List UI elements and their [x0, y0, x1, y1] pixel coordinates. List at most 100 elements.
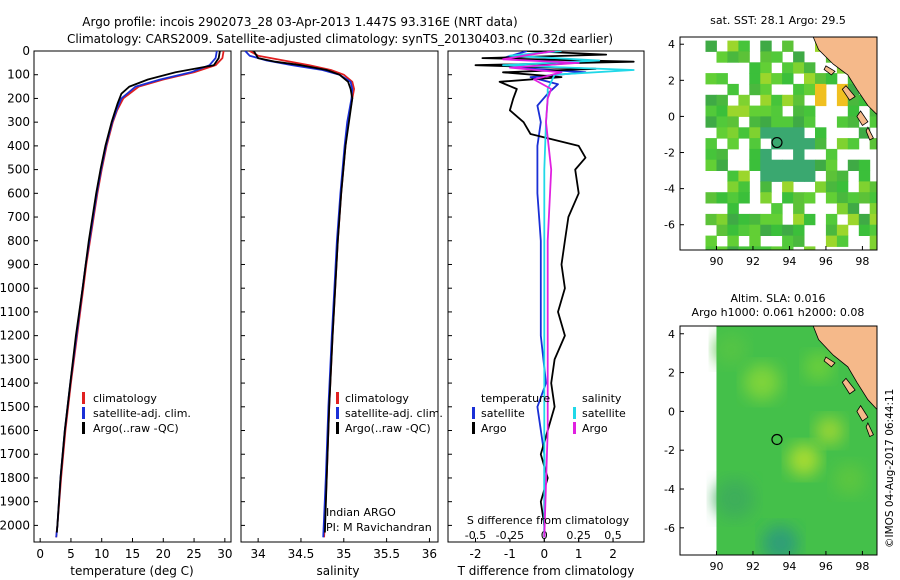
sst-cell	[738, 127, 750, 139]
x-tick-label: 35.5	[373, 547, 400, 561]
depth-tick-label: 800	[7, 234, 30, 248]
sst-cell	[782, 116, 794, 128]
sst-cell	[793, 170, 805, 182]
lat-tick-label: -2	[664, 444, 675, 457]
sst-cell	[716, 192, 728, 204]
depth-tick-label: 400	[7, 139, 30, 153]
legend-sal-argo-swatch	[573, 422, 576, 434]
sst-cell	[869, 116, 877, 128]
difference-legend: temperature satellite Argo salinity sate…	[472, 392, 626, 435]
sst-cell	[869, 213, 877, 226]
sst-cell	[705, 159, 717, 171]
sst-cell	[836, 170, 849, 182]
sumatra-land	[812, 37, 877, 116]
sst-cell	[727, 83, 739, 96]
sst-cell	[716, 246, 728, 250]
x-tick-label: 0	[36, 547, 44, 561]
island-land	[823, 356, 836, 368]
sst-cell	[793, 148, 805, 161]
sst-cell	[793, 83, 805, 96]
sst-cell	[738, 181, 750, 193]
sst-cell	[760, 40, 772, 52]
depth-tick-label: 1500	[0, 400, 30, 414]
sla-map-title: Altim. SLA: 0.016	[730, 292, 825, 305]
lon-tick-label: 96	[819, 560, 833, 573]
sst-cell	[727, 203, 739, 215]
sst-cell	[771, 138, 783, 150]
sst-cell	[782, 94, 794, 107]
x-tick-label: 2	[609, 547, 617, 561]
sst-cell	[793, 138, 805, 150]
sst-cell	[760, 170, 772, 182]
sst-cell	[727, 213, 739, 226]
legend-temp-argo-label: Argo	[481, 422, 507, 435]
lat-tick-label: 2	[668, 74, 675, 87]
temperature-series	[55, 51, 225, 538]
sst-cell	[793, 127, 805, 139]
legend-argo-swatch	[82, 422, 85, 434]
sst-cell	[847, 105, 860, 117]
sst-cell	[825, 192, 838, 204]
depth-tick-label: 1900	[0, 495, 30, 509]
x-tick-label: 36	[422, 547, 437, 561]
lat-tick-label: -4	[664, 183, 675, 196]
depth-tick-label: 600	[7, 186, 30, 200]
sla-anomaly-blob	[715, 333, 748, 366]
sst-cell	[804, 246, 816, 250]
sst-cell	[815, 127, 827, 139]
lat-tick-label: -6	[664, 219, 675, 232]
temperature-xlabel: temperature (deg C)	[70, 564, 193, 578]
sst-cell	[869, 224, 877, 236]
legend-climatology-label: climatology	[345, 392, 409, 405]
lon-tick-label: 98	[855, 255, 869, 268]
sst-cell	[847, 94, 860, 107]
lon-tick-label: 90	[709, 255, 723, 268]
sst-cell	[825, 148, 838, 161]
depth-tick-label: 900	[7, 257, 30, 271]
depth-tick-label: 300	[7, 115, 30, 129]
sst-cell	[782, 170, 794, 182]
sst-cell	[760, 51, 772, 63]
difference-panel: -2 -1 0 1 2 -0.5 -0.25 0 0.25 0.5 S difference f…	[447, 50, 645, 578]
sst-cell	[760, 83, 772, 96]
sst-cell	[727, 246, 739, 250]
sst-cell	[760, 62, 772, 74]
island-land	[856, 110, 869, 126]
sst-cell	[836, 181, 849, 193]
salinity-legend: climatology satellite-adj. clim. Argo(..…	[336, 392, 443, 435]
sst-cell	[760, 127, 772, 139]
sst-cell	[705, 235, 717, 247]
sst-cell	[793, 51, 805, 63]
lat-tick-label: 2	[668, 367, 675, 380]
sst-map-content	[705, 37, 877, 250]
sst-cell	[804, 159, 816, 171]
lon-tick-label: 90	[709, 560, 723, 573]
sst-cell	[804, 62, 816, 74]
sst-cell	[847, 83, 860, 96]
sst-cell	[738, 213, 750, 226]
sst-cell	[760, 246, 772, 250]
island-land	[823, 65, 836, 76]
legend-satellite-label: satellite-adj. clim.	[345, 407, 443, 420]
sst-cell	[749, 246, 761, 250]
series-line-argo-raw-qc-	[253, 51, 354, 533]
sst-cell	[771, 170, 783, 182]
sla-anomaly-blob	[714, 478, 755, 519]
sla-anomaly-blob	[762, 525, 799, 555]
sst-cell	[749, 127, 761, 139]
sst-cell	[858, 224, 871, 236]
x-tick-label: 34	[250, 547, 265, 561]
sst-cell	[749, 224, 761, 236]
sst-cell	[749, 62, 761, 74]
salinity-series	[244, 51, 356, 538]
depth-tick-label: 1200	[0, 329, 30, 343]
sst-cell	[760, 116, 772, 128]
legend-temp-satellite-label: satellite	[481, 407, 525, 420]
sla-map-lon-ticks: 90 92 94 96 98	[709, 551, 869, 573]
sst-cell	[705, 105, 717, 117]
sst-cell	[782, 192, 794, 204]
sst-cell	[749, 159, 761, 171]
sst-cell	[705, 94, 717, 107]
sla-anomaly-blob	[744, 364, 781, 401]
sst-cell	[760, 181, 772, 193]
